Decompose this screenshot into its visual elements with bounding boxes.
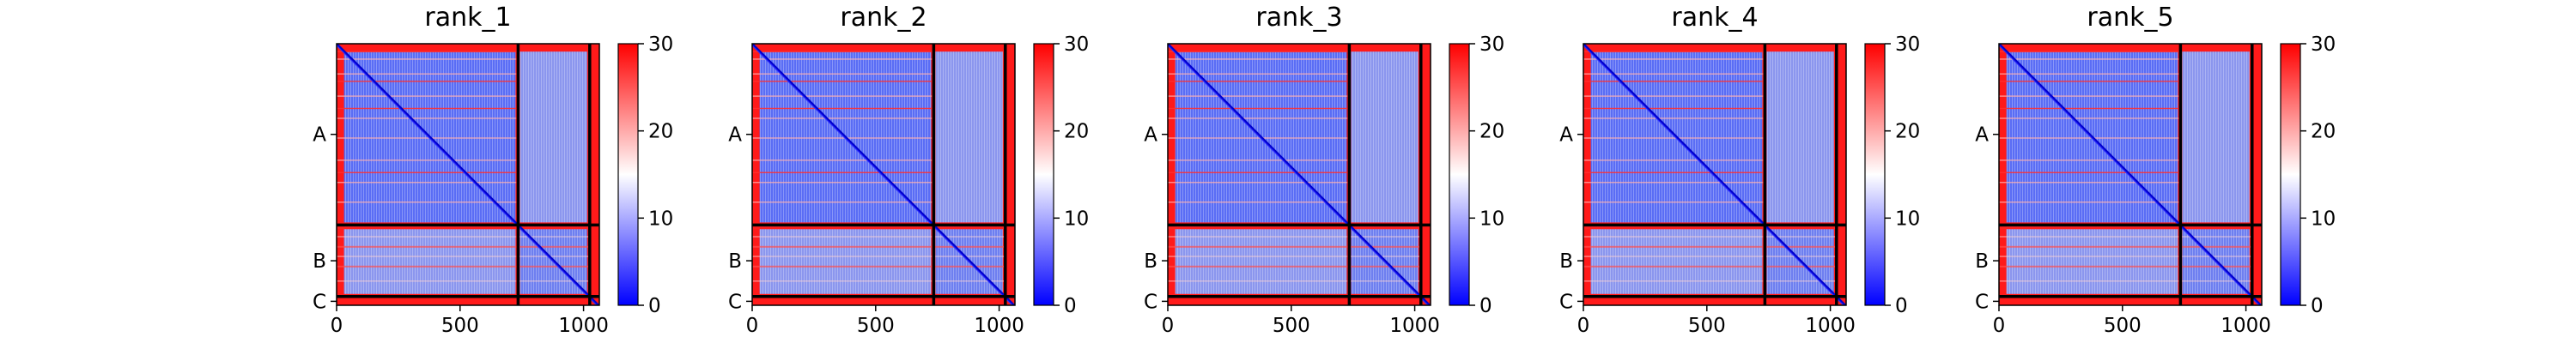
- colorbar-tick-label: 30: [1895, 33, 1920, 56]
- colorbar-tick-label: 0: [648, 295, 661, 317]
- heatmap-frame: [751, 43, 1016, 306]
- heatmap: [337, 44, 599, 305]
- x-tick-label: 500: [2104, 315, 2142, 337]
- colorbar-tick-label: 20: [648, 121, 673, 143]
- y-tick-label: B: [313, 250, 326, 273]
- colorbar-tick-label: 20: [1064, 121, 1089, 143]
- colorbar-tick-label: 10: [648, 208, 673, 230]
- y-tick-label: A: [1975, 124, 1989, 147]
- y-tick-label: A: [1559, 124, 1573, 147]
- x-tick-label: 1000: [1805, 315, 1856, 337]
- colorbar-tick-label: 20: [1479, 121, 1504, 143]
- heatmap-frame: [1583, 43, 1847, 306]
- x-tick-label: 0: [1577, 315, 1590, 337]
- colorbar: [1864, 43, 1886, 306]
- x-tick-label: 0: [1162, 315, 1175, 337]
- x-tick-label: 0: [746, 315, 759, 337]
- y-tick-label: B: [1975, 250, 1989, 273]
- colorbar-tick-label: 10: [1895, 208, 1920, 230]
- x-tick-label: 0: [331, 315, 343, 337]
- panel-title: rank_5: [2087, 3, 2173, 33]
- panel-title: rank_4: [1671, 3, 1758, 33]
- heatmap-frame: [1167, 43, 1431, 306]
- y-tick-label: B: [1144, 250, 1157, 273]
- heatmap: [1168, 44, 1431, 305]
- colorbar-tick-label: 10: [1479, 208, 1504, 230]
- x-tick-label: 500: [857, 315, 895, 337]
- colorbar-tick-label: 0: [2311, 295, 2324, 317]
- colorbar-tick-label: 20: [1895, 121, 1920, 143]
- colorbar: [617, 43, 639, 306]
- heatmap-frame: [336, 43, 600, 306]
- y-tick-label: C: [1144, 291, 1157, 313]
- y-tick-label: A: [1144, 124, 1157, 147]
- colorbar-tick-label: 30: [648, 33, 673, 56]
- x-tick-label: 0: [1993, 315, 2006, 337]
- y-tick-label: B: [728, 250, 742, 273]
- colorbar-tick-label: 30: [2311, 33, 2336, 56]
- y-tick-label: A: [728, 124, 742, 147]
- x-tick-label: 500: [1273, 315, 1310, 337]
- colorbar: [2280, 43, 2301, 306]
- heatmap: [1583, 44, 1846, 305]
- x-tick-label: 1000: [2221, 315, 2271, 337]
- y-tick-label: C: [313, 291, 326, 313]
- colorbar: [1449, 43, 1470, 306]
- y-tick-label: B: [1559, 250, 1573, 273]
- colorbar-tick-label: 0: [1479, 295, 1492, 317]
- panel-title: rank_2: [840, 3, 927, 33]
- y-tick-label: C: [1975, 291, 1989, 313]
- heatmap-frame: [1998, 43, 2263, 306]
- colorbar-tick-label: 10: [2311, 208, 2336, 230]
- x-tick-label: 500: [441, 315, 479, 337]
- heatmap: [1999, 44, 2262, 305]
- panel-title: rank_1: [424, 3, 511, 33]
- colorbar-tick-label: 0: [1895, 295, 1908, 317]
- y-tick-label: A: [313, 124, 326, 147]
- colorbar: [1033, 43, 1054, 306]
- colorbar-tick-label: 20: [2311, 121, 2336, 143]
- x-tick-label: 1000: [558, 315, 609, 337]
- colorbar-tick-label: 0: [1064, 295, 1077, 317]
- x-tick-label: 1000: [974, 315, 1024, 337]
- heatmap: [752, 44, 1015, 305]
- y-tick-label: C: [1559, 291, 1573, 313]
- panel-title: rank_3: [1255, 3, 1342, 33]
- x-tick-label: 500: [1688, 315, 1726, 337]
- colorbar-tick-label: 30: [1064, 33, 1089, 56]
- colorbar-tick-label: 30: [1479, 33, 1504, 56]
- y-tick-label: C: [728, 291, 742, 313]
- colorbar-tick-label: 10: [1064, 208, 1089, 230]
- x-tick-label: 1000: [1389, 315, 1440, 337]
